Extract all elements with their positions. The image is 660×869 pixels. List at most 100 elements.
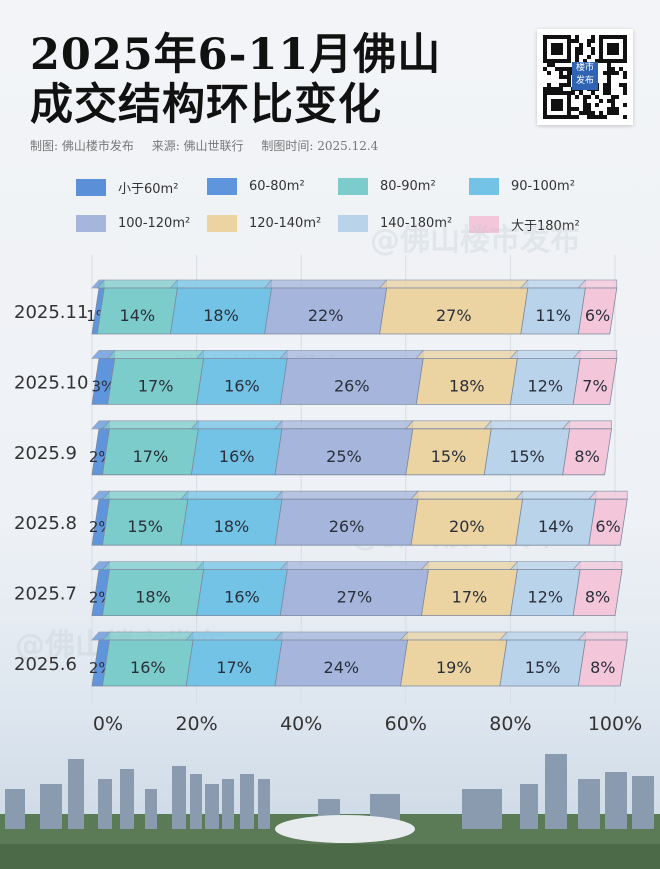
x-tick-label: 80%: [489, 713, 531, 735]
bar-top-face: [404, 420, 492, 430]
bar-segment: 15%: [404, 420, 492, 476]
bar-top-face: [101, 490, 189, 500]
legend-swatch: [207, 178, 237, 195]
legend-swatch: [469, 178, 499, 195]
data-label: 8%: [590, 658, 615, 677]
bar-segment: 12%: [509, 561, 581, 617]
category-label: 2025.8: [14, 513, 77, 534]
legend-item: 大于180m²: [469, 215, 580, 234]
x-tick-label: 60%: [385, 713, 427, 735]
title-line-2: 成交结构环比变化: [30, 80, 382, 130]
bar-segment: 19%: [399, 631, 508, 687]
bar-top-face: [399, 631, 508, 641]
source: 来源: 佛山世联行: [151, 139, 244, 153]
bar-segment: 18%: [101, 561, 205, 617]
bar-top-face: [279, 561, 429, 571]
data-label: 18%: [214, 517, 250, 536]
bar-segment: 12%: [509, 350, 581, 405]
bar-segment: 16%: [195, 350, 288, 405]
bar-top-face: [195, 350, 288, 359]
bar-top-face: [509, 350, 581, 359]
qr-code: 楼市发布: [537, 29, 633, 125]
bar-top-face: [274, 490, 419, 500]
category-label: 2025.9: [14, 443, 77, 464]
data-label: 8%: [574, 447, 599, 466]
bar-segment: 6%: [577, 279, 618, 335]
bar-segment: 17%: [185, 631, 283, 687]
data-label: 16%: [224, 376, 260, 395]
category-label: 2025.6: [14, 654, 77, 675]
data-label: 7%: [582, 376, 607, 395]
data-label: 14%: [538, 517, 574, 536]
bar-segment: 14%: [514, 490, 597, 546]
bar-top-face: [415, 350, 518, 359]
data-label: 17%: [452, 588, 488, 607]
bar-top-face: [519, 279, 586, 289]
data-label: 26%: [329, 517, 365, 536]
x-tick-label: 40%: [280, 713, 322, 735]
qr-logo: 楼市发布: [572, 62, 598, 90]
data-label: 26%: [334, 376, 370, 395]
data-label: 16%: [130, 658, 166, 677]
bar-segment: 6%: [587, 490, 628, 546]
category-label: 2025.11: [14, 302, 88, 323]
date: 制图时间: 2025.12.4: [261, 139, 379, 153]
x-tick-label: 100%: [588, 713, 642, 735]
bar-segment: 8%: [577, 631, 628, 687]
legend-label: 80-90m²: [380, 179, 436, 194]
category-label: 2025.7: [14, 584, 77, 605]
data-label: 6%: [595, 517, 620, 536]
bar-segment: 17%: [101, 420, 199, 476]
data-label: 20%: [449, 517, 485, 536]
bar-top-face: [378, 279, 529, 289]
bar-segment: 8%: [572, 561, 623, 617]
bar-top-face: [410, 490, 524, 500]
bar-front-face: [577, 639, 628, 687]
subtitle: 制图: 佛山楼市发布 来源: 佛山世联行 制图时间: 2025.12.4: [30, 137, 392, 154]
bar-segment: 17%: [106, 350, 205, 405]
bar-top-face: [96, 279, 178, 289]
data-label: 15%: [431, 447, 467, 466]
bar-top-face: [169, 279, 272, 289]
maker: 制图: 佛山楼市发布: [30, 139, 134, 153]
data-label: 8%: [585, 588, 610, 607]
data-label: 16%: [224, 588, 260, 607]
legend-label: 60-80m²: [249, 179, 305, 194]
legend-item: 60-80m²: [207, 178, 305, 195]
bar-top-face: [190, 420, 283, 430]
data-label: 25%: [326, 447, 362, 466]
data-label: 17%: [133, 447, 169, 466]
x-tick-label: 0%: [93, 713, 123, 735]
legend-swatch: [207, 215, 237, 232]
data-label: 22%: [308, 306, 344, 325]
bar-segment: 14%: [96, 279, 178, 335]
stacked-bar-chart: 0% 20% 40% 60% 80% 100%2025.111% 14% 18% 22% 27% 1…: [14, 255, 642, 735]
bar-top-face: [514, 490, 597, 500]
data-label: 16%: [219, 447, 255, 466]
title-line-1: 2025年6-11月佛山: [30, 30, 442, 80]
data-label: 18%: [449, 376, 485, 395]
bar-top-face: [509, 561, 581, 571]
bar-top-face: [561, 420, 612, 430]
bar-top-face: [483, 420, 571, 430]
bar-top-face: [572, 350, 618, 359]
bar-segment: 18%: [169, 279, 273, 335]
bar-segment: 22%: [263, 279, 388, 335]
bar-segment: 16%: [190, 420, 283, 476]
bar-top-face: [279, 350, 424, 359]
bar-top-face: [587, 490, 628, 500]
bar-front-face: [562, 428, 613, 476]
bar-segment: 16%: [101, 631, 194, 687]
bar-top-face: [420, 561, 518, 571]
bar-segment: 27%: [378, 279, 529, 335]
bar-top-face: [577, 631, 628, 641]
legend-label: 140-180m²: [380, 216, 453, 231]
bar-top-face: [101, 420, 199, 430]
bar-segment: 15%: [483, 420, 571, 476]
legend-item: 小于60m²: [76, 178, 178, 197]
data-label: 11%: [535, 306, 571, 325]
legend-label: 大于180m²: [511, 219, 580, 234]
bar-segment: 27%: [279, 561, 429, 617]
bar-segment: 17%: [420, 561, 518, 617]
bar-segment: 24%: [274, 631, 409, 687]
